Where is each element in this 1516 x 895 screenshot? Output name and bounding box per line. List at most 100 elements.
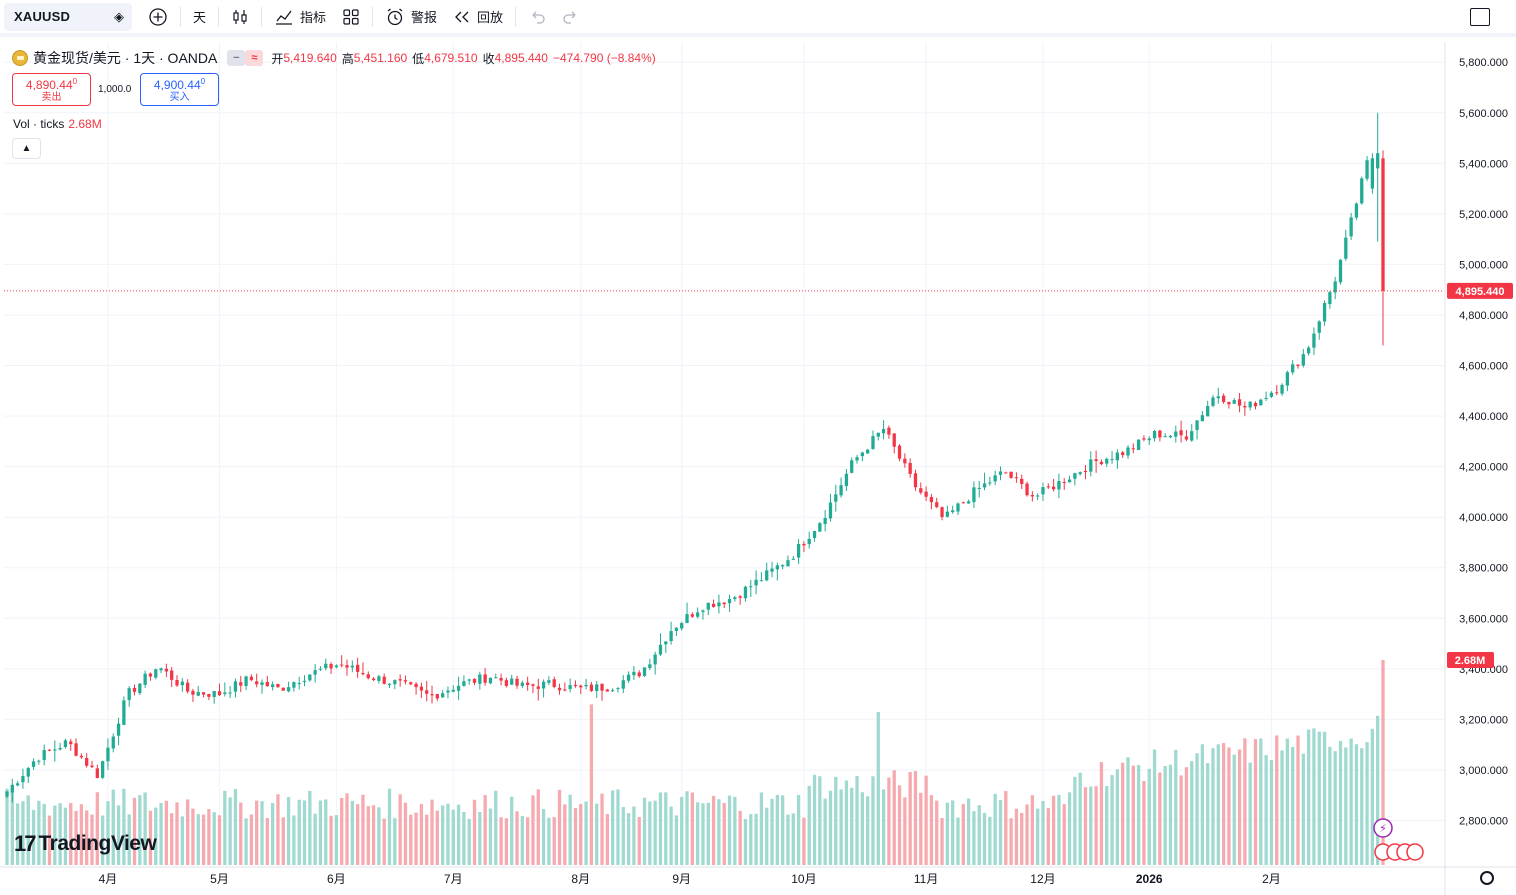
candle-body[interactable] xyxy=(1174,431,1178,437)
candle-body[interactable] xyxy=(727,599,732,604)
candle-body[interactable] xyxy=(435,694,439,699)
candle-body[interactable] xyxy=(876,432,880,437)
candle-body[interactable] xyxy=(796,543,801,558)
candle-body[interactable] xyxy=(79,755,84,758)
symbol-search[interactable]: XAUUSD ◈ xyxy=(4,2,132,31)
candle-body[interactable] xyxy=(111,736,115,749)
candle-body[interactable] xyxy=(1168,435,1173,438)
candle-body[interactable] xyxy=(611,690,615,692)
candle-body[interactable] xyxy=(552,679,556,687)
candle-body[interactable] xyxy=(446,690,450,693)
candle-body[interactable] xyxy=(1014,477,1019,479)
candle-body[interactable] xyxy=(664,641,668,645)
candle-body[interactable] xyxy=(770,568,774,572)
candle-body[interactable] xyxy=(1030,494,1035,497)
candle-body[interactable] xyxy=(355,664,360,672)
candle-body[interactable] xyxy=(892,433,896,447)
candle-body[interactable] xyxy=(966,501,971,504)
candle-body[interactable] xyxy=(1360,178,1364,204)
candle-body[interactable] xyxy=(5,791,9,797)
candle-body[interactable] xyxy=(1099,461,1104,465)
layout-button[interactable] xyxy=(334,3,368,31)
candle-body[interactable] xyxy=(31,761,36,767)
candle-body[interactable] xyxy=(1322,302,1327,322)
candle-body[interactable] xyxy=(961,502,965,504)
candle-body[interactable] xyxy=(812,531,817,538)
candle-body[interactable] xyxy=(605,689,609,692)
candle-body[interactable] xyxy=(472,678,477,683)
candle-body[interactable] xyxy=(1190,431,1194,441)
candle-body[interactable] xyxy=(1136,439,1141,450)
candle-body[interactable] xyxy=(15,783,20,786)
candle-body[interactable] xyxy=(977,487,981,489)
candle-body[interactable] xyxy=(1195,420,1199,430)
candle-body[interactable] xyxy=(127,688,131,701)
candle-body[interactable] xyxy=(834,494,838,502)
candle-body[interactable] xyxy=(1317,321,1321,333)
candle-body[interactable] xyxy=(913,473,918,488)
candle-body[interactable] xyxy=(802,543,806,546)
collapse-legend-button[interactable]: ▲ xyxy=(12,138,41,159)
candle-body[interactable] xyxy=(10,784,14,793)
candle-body[interactable] xyxy=(1200,415,1205,422)
candle-body[interactable] xyxy=(228,692,232,694)
candle-body[interactable] xyxy=(122,700,126,725)
candle-body[interactable] xyxy=(919,488,923,493)
candle-body[interactable] xyxy=(743,586,748,599)
candle-body[interactable] xyxy=(63,740,68,748)
candle-body[interactable] xyxy=(956,503,960,512)
candle-body[interactable] xyxy=(589,684,594,691)
candle-body[interactable] xyxy=(106,747,110,762)
candle-body[interactable] xyxy=(1163,436,1167,438)
candle-body[interactable] xyxy=(568,685,572,689)
candle-body[interactable] xyxy=(1121,452,1125,456)
candle-body[interactable] xyxy=(69,741,73,745)
candle-body[interactable] xyxy=(419,686,424,691)
candle-body[interactable] xyxy=(711,603,716,607)
candle-body[interactable] xyxy=(53,749,57,751)
candle-body[interactable] xyxy=(1115,452,1120,461)
candle-body[interactable] xyxy=(749,586,753,588)
candle-body[interactable] xyxy=(1291,364,1295,373)
candle-body[interactable] xyxy=(1184,436,1189,440)
candle-body[interactable] xyxy=(297,683,301,685)
diamond-icon[interactable]: ◈ xyxy=(114,8,124,24)
candle-body[interactable] xyxy=(324,663,328,669)
candle-body[interactable] xyxy=(536,686,540,689)
candle-body[interactable] xyxy=(382,676,386,684)
candle-body[interactable] xyxy=(58,747,62,750)
candle-body[interactable] xyxy=(1083,470,1088,473)
candle-body[interactable] xyxy=(132,687,137,692)
candle-body[interactable] xyxy=(1269,392,1274,397)
candle-body[interactable] xyxy=(260,682,264,685)
candle-body[interactable] xyxy=(696,612,700,617)
candle-body[interactable] xyxy=(579,685,583,688)
candle-body[interactable] xyxy=(308,674,312,681)
candle-body[interactable] xyxy=(1253,402,1258,407)
candle-body[interactable] xyxy=(653,654,657,665)
candle-body[interactable] xyxy=(159,668,163,671)
candle-body[interactable] xyxy=(175,679,179,686)
candle-body[interactable] xyxy=(1259,399,1263,406)
candle-body[interactable] xyxy=(860,452,864,457)
candle-body[interactable] xyxy=(483,674,487,683)
us-flag-icon[interactable] xyxy=(1406,843,1424,861)
candle-body[interactable] xyxy=(1089,459,1093,472)
candle-body[interactable] xyxy=(1338,259,1343,283)
candle-body[interactable] xyxy=(21,776,25,783)
candle-body[interactable] xyxy=(1216,396,1220,399)
candle-body[interactable] xyxy=(180,681,184,686)
candle-body[interactable] xyxy=(573,684,578,687)
candle-body[interactable] xyxy=(738,596,742,598)
chart-type-button[interactable] xyxy=(223,3,257,31)
candle-body[interactable] xyxy=(462,681,466,686)
candle-body[interactable] xyxy=(1094,459,1098,462)
candle-body[interactable] xyxy=(706,602,710,610)
candle-body[interactable] xyxy=(90,765,94,768)
replay-button[interactable]: 回放 xyxy=(445,3,511,31)
candle-body[interactable] xyxy=(1036,495,1040,497)
candle-body[interactable] xyxy=(1020,478,1024,484)
wave-icon[interactable]: ≈ xyxy=(245,50,264,66)
candle-body[interactable] xyxy=(345,665,349,668)
candle-body[interactable] xyxy=(908,462,912,474)
